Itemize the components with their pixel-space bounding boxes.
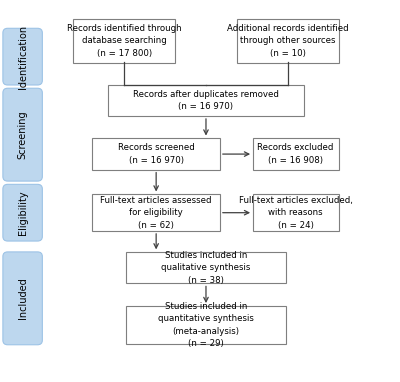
- Text: Additional records identified
through other sources
(n = 10): Additional records identified through ot…: [227, 24, 348, 58]
- Text: Studies included in
qualitative synthesis
(n = 38): Studies included in qualitative synthesi…: [161, 251, 251, 285]
- Text: Identification: Identification: [18, 24, 28, 89]
- FancyBboxPatch shape: [126, 252, 286, 283]
- FancyBboxPatch shape: [92, 139, 220, 170]
- Text: Full-text articles excluded,
with reasons
(n = 24): Full-text articles excluded, with reason…: [239, 196, 353, 230]
- Text: Records after duplicates removed
(n = 16 970): Records after duplicates removed (n = 16…: [133, 90, 279, 111]
- Text: Studies included in
quantitative synthesis
(meta-analysis)
(n = 29): Studies included in quantitative synthes…: [158, 302, 254, 348]
- FancyBboxPatch shape: [3, 28, 42, 85]
- FancyBboxPatch shape: [253, 139, 338, 170]
- Text: Records screened
(n = 16 970): Records screened (n = 16 970): [118, 143, 194, 165]
- FancyBboxPatch shape: [3, 252, 42, 345]
- Text: Records excluded
(n = 16 908): Records excluded (n = 16 908): [258, 143, 334, 165]
- Text: Full-text articles assessed
for eligibility
(n = 62): Full-text articles assessed for eligibil…: [100, 196, 212, 230]
- FancyBboxPatch shape: [253, 194, 338, 231]
- FancyBboxPatch shape: [126, 306, 286, 344]
- FancyBboxPatch shape: [74, 19, 175, 63]
- FancyBboxPatch shape: [237, 19, 338, 63]
- FancyBboxPatch shape: [3, 88, 42, 181]
- Text: Eligibility: Eligibility: [18, 190, 28, 235]
- Text: Records identified through
database searching
(n = 17 800): Records identified through database sear…: [67, 24, 182, 58]
- Text: Screening: Screening: [18, 110, 28, 159]
- FancyBboxPatch shape: [92, 194, 220, 231]
- Text: Included: Included: [18, 277, 28, 319]
- FancyBboxPatch shape: [3, 185, 42, 241]
- FancyBboxPatch shape: [108, 85, 304, 116]
